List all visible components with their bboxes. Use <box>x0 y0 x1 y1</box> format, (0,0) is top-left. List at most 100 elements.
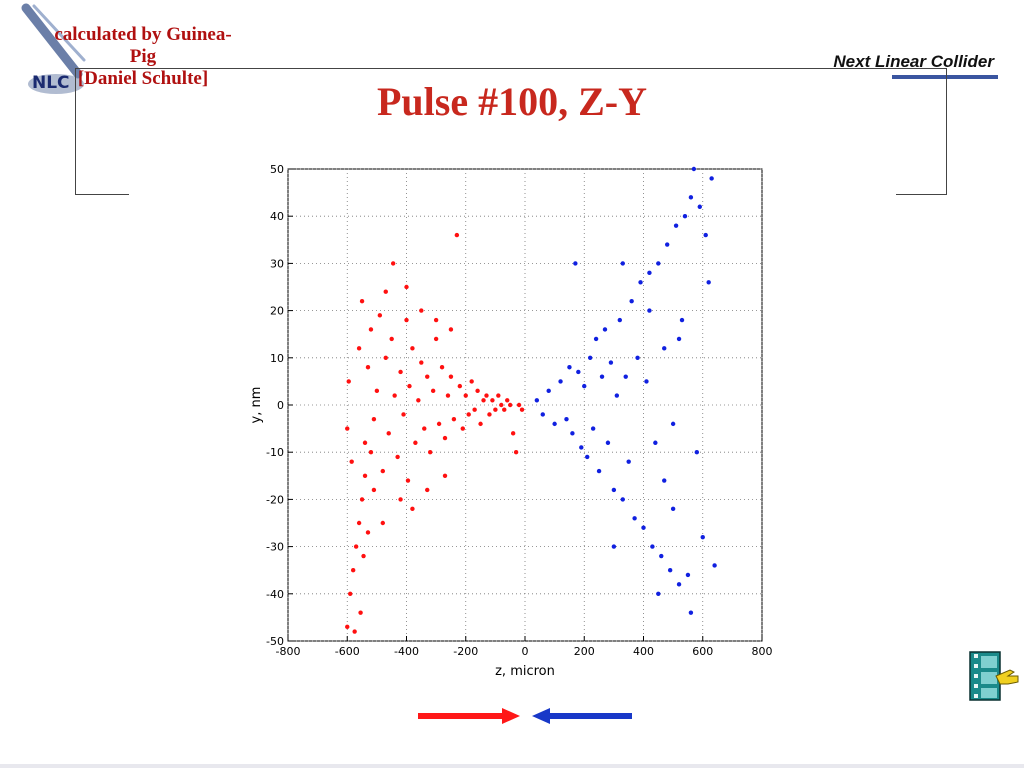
data-point-0 <box>392 393 397 398</box>
x-tick-label: -200 <box>453 645 478 658</box>
x-tick-label: -600 <box>335 645 360 658</box>
data-point-0 <box>484 393 489 398</box>
data-point-0 <box>430 388 436 394</box>
data-point-0 <box>481 398 486 403</box>
data-point-0 <box>502 407 507 412</box>
data-point-0 <box>499 402 504 408</box>
data-point-0 <box>463 393 468 398</box>
data-point-1 <box>534 398 540 403</box>
data-point-0 <box>425 487 430 493</box>
data-point-1 <box>593 336 599 342</box>
data-point-1 <box>703 232 708 238</box>
frame-left-line <box>75 68 76 194</box>
data-point-1 <box>552 421 557 427</box>
data-point-0 <box>428 450 433 455</box>
data-point-0 <box>496 393 501 398</box>
data-point-0 <box>377 313 383 318</box>
x-tick-label: -400 <box>394 645 419 658</box>
data-point-0 <box>519 407 525 412</box>
data-point-1 <box>576 369 581 375</box>
x-tick-label: -800 <box>276 645 301 658</box>
data-point-1 <box>659 553 664 559</box>
data-point-1 <box>685 572 691 578</box>
data-point-0 <box>419 308 424 313</box>
data-point-0 <box>390 261 396 266</box>
data-point-0 <box>478 421 483 427</box>
data-point-0 <box>448 327 454 332</box>
film-strip-hand-icon[interactable] <box>968 650 1022 702</box>
data-point-0 <box>442 435 448 441</box>
data-point-0 <box>487 412 492 417</box>
data-point-1 <box>638 280 643 285</box>
data-point-0 <box>386 431 391 436</box>
data-point-1 <box>582 383 587 389</box>
y-tick-label: -50 <box>266 635 284 648</box>
data-point-0 <box>413 440 418 445</box>
data-point-1 <box>587 355 593 360</box>
data-point-1 <box>647 270 652 276</box>
data-point-1 <box>570 431 575 436</box>
data-point-0 <box>475 388 480 394</box>
credit-line-3: [Daniel Schulte] <box>77 68 209 89</box>
data-point-1 <box>564 416 569 422</box>
data-point-0 <box>401 412 406 417</box>
y-tick-label: 30 <box>270 257 284 270</box>
frame-right-line <box>946 68 947 194</box>
footer-bar <box>0 764 1024 768</box>
data-point-1 <box>585 454 590 460</box>
data-point-0 <box>371 487 377 493</box>
data-point-1 <box>682 214 688 219</box>
data-point-0 <box>352 629 357 634</box>
data-point-1 <box>665 242 670 247</box>
data-point-1 <box>620 261 625 266</box>
data-point-1 <box>697 204 702 209</box>
data-point-0 <box>398 369 403 375</box>
data-point-0 <box>362 473 368 478</box>
y-tick-label: 20 <box>270 305 284 318</box>
data-point-1 <box>673 223 679 228</box>
y-tick-label: -10 <box>266 446 284 459</box>
data-point-1 <box>617 317 622 323</box>
data-point-0 <box>410 506 415 512</box>
data-point-0 <box>380 520 385 526</box>
data-point-0 <box>395 454 400 460</box>
data-point-0 <box>439 365 445 370</box>
data-point-0 <box>361 553 366 559</box>
data-point-0 <box>493 407 498 412</box>
y-tick-label: -40 <box>266 588 284 601</box>
data-point-1 <box>700 534 705 540</box>
data-point-1 <box>629 298 634 304</box>
frame-bottom-left-line <box>75 194 129 195</box>
brand-underline <box>892 75 998 79</box>
data-point-0 <box>513 450 519 455</box>
data-point-1 <box>614 393 620 398</box>
data-point-1 <box>662 478 667 483</box>
data-point-0 <box>349 459 354 464</box>
data-point-0 <box>356 520 362 526</box>
data-point-1 <box>632 516 637 521</box>
data-point-0 <box>419 360 424 365</box>
data-point-0 <box>398 497 403 502</box>
data-point-0 <box>346 379 351 384</box>
data-point-0 <box>380 468 385 474</box>
data-point-1 <box>599 374 605 379</box>
x-tick-label: 600 <box>692 645 713 658</box>
data-point-0 <box>445 393 451 398</box>
data-point-0 <box>442 473 448 478</box>
data-point-0 <box>507 402 513 408</box>
data-point-0 <box>374 388 380 394</box>
data-point-1 <box>611 487 617 493</box>
data-point-0 <box>371 416 377 422</box>
data-point-1 <box>706 280 711 285</box>
data-point-0 <box>404 317 409 323</box>
x-tick-label: 400 <box>633 645 654 658</box>
credit-line-2: Pig <box>129 46 157 67</box>
data-point-0 <box>350 568 356 573</box>
frame-bottom-right-line <box>896 194 947 195</box>
data-point-1 <box>626 459 631 464</box>
data-point-1 <box>605 440 611 445</box>
data-point-0 <box>457 383 463 389</box>
credit-line-1: calculated by Guinea- <box>54 24 232 45</box>
data-point-1 <box>596 468 602 474</box>
data-point-1 <box>644 379 649 384</box>
